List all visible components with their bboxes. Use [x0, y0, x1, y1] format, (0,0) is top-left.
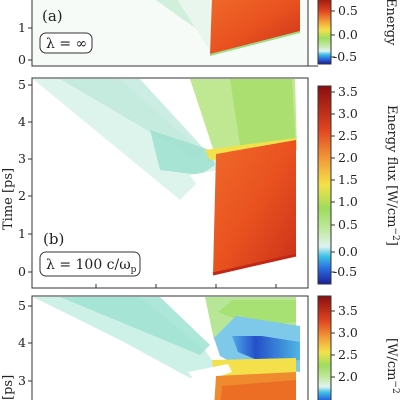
colorbar-a-label: Energy — [383, 0, 398, 46]
panel-c-blue-band — [232, 336, 300, 362]
colorbar-c-label: [W/cm−2 — [384, 338, 400, 394]
colorbar-b-ticks — [331, 91, 335, 273]
panel-a-label: (a) — [42, 7, 63, 25]
panel-c-wake-upper — [60, 297, 210, 355]
panel-a-yticklabel-0: 0 — [18, 52, 26, 67]
colorbar-c-ticklabel-3: 2.0 — [338, 369, 358, 384]
panel-c-wake-faint — [33, 297, 220, 378]
colorbar-b-ticklabel-7: 0.0 — [338, 244, 358, 259]
panel-b-label: (b) — [43, 230, 64, 248]
colorbar-b-ticklabel-8: -0.5 — [333, 264, 357, 279]
colorbar-b: 3.5 3.0 2.5 2.0 1.5 1.0 0.5 0.0 -0.5 Ene… — [317, 84, 400, 285]
colorbar-b-ticklabel-3: 2.0 — [338, 150, 358, 165]
panel-b-yaxis: 5 4 3 2 1 0 — [18, 77, 32, 279]
colorbar-a-ticklabel-2: -0.5 — [333, 49, 357, 64]
colorbar-b-strip — [317, 85, 332, 285]
panel-a-lambda-box — [39, 32, 93, 54]
panel-c: 5 4 3 [ps] — [1, 295, 309, 400]
colorbar-c-ticks — [331, 310, 335, 378]
panel-c-white-streak — [188, 364, 232, 384]
colorbar-a-ticklabel-0: 0.5 — [338, 3, 358, 18]
panel-b-yticklabel-5: 5 — [18, 77, 26, 92]
panel-a-light-streak — [177, 0, 212, 54]
panel-a-plasma-block — [210, 0, 300, 55]
panel-b-yticklabel-0: 0 — [18, 264, 26, 279]
panel-b-yticklabel-4: 4 — [18, 114, 26, 129]
colorbar-a-ticklabel-1: 0.0 — [338, 27, 358, 42]
panel-a-yticklabel-1: 1 — [18, 20, 26, 35]
panel-b: (b) λ = 100 c/ωp 5 4 3 2 1 0 Time [ps] — [1, 77, 309, 289]
colorbar-c-strip — [317, 295, 332, 400]
panel-c-plasma-core — [220, 380, 296, 400]
panel-c-yaxis: 5 4 3 — [18, 298, 32, 388]
panel-b-yticklabel-2: 2 — [18, 188, 26, 203]
colorbar-b-ticklabel-0: 3.5 — [338, 84, 358, 99]
panel-b-lambda: λ = 100 c/ωp — [46, 257, 137, 275]
colorbar-b-ticklabel-2: 2.5 — [338, 128, 358, 143]
panel-c-yticklabel-4: 4 — [18, 335, 26, 350]
panel-c-yellow-band — [212, 358, 296, 378]
panel-a-lambda: λ = ∞ — [46, 36, 87, 52]
colorbar-a-strip — [317, 0, 332, 65]
panel-a-block-edge — [209, 31, 301, 56]
panel-b-xticks — [95, 284, 277, 288]
colorbar-b-ticklabel-5: 1.0 — [338, 194, 358, 209]
panel-b-lambda-box — [39, 251, 141, 277]
panel-b-yticklabel-1: 1 — [18, 226, 26, 241]
colorbar-c-ticklabel-2: 2.5 — [338, 347, 358, 362]
colorbar-b-label: Energy flux [W/cm−2] — [384, 105, 400, 246]
colorbar-b-ticklabel-4: 1.5 — [338, 172, 358, 187]
colorbar-c-ticklabel-0: 3.5 — [338, 303, 358, 318]
colorbar-a: 0.5 0.0 -0.5 Energy — [317, 0, 398, 65]
panel-b-green-core — [230, 79, 296, 150]
panel-b-block-bottom — [212, 253, 297, 276]
panel-c-yticklabel-3: 3 — [18, 373, 26, 388]
panel-b-wake-core — [150, 130, 215, 175]
panel-b-plasma-block — [213, 140, 296, 274]
colorbar-c: 3.5 3.0 2.5 2.0 [W/cm−2 — [317, 295, 400, 400]
colorbar-b-ticklabel-1: 3.0 — [338, 106, 358, 121]
colorbar-c-ticklabel-1: 3.0 — [338, 325, 358, 340]
panel-b-yticklabel-3: 3 — [18, 151, 26, 166]
panel-c-ylabel: [ps] — [1, 375, 16, 400]
panel-b-ylabel: Time [ps] — [1, 168, 16, 230]
colorbar-b-ticklabel-6: 0.5 — [338, 217, 358, 232]
panel-a: (a) λ = ∞ 1 0 — [18, 0, 318, 67]
panel-c-yticklabel-5: 5 — [18, 298, 26, 313]
